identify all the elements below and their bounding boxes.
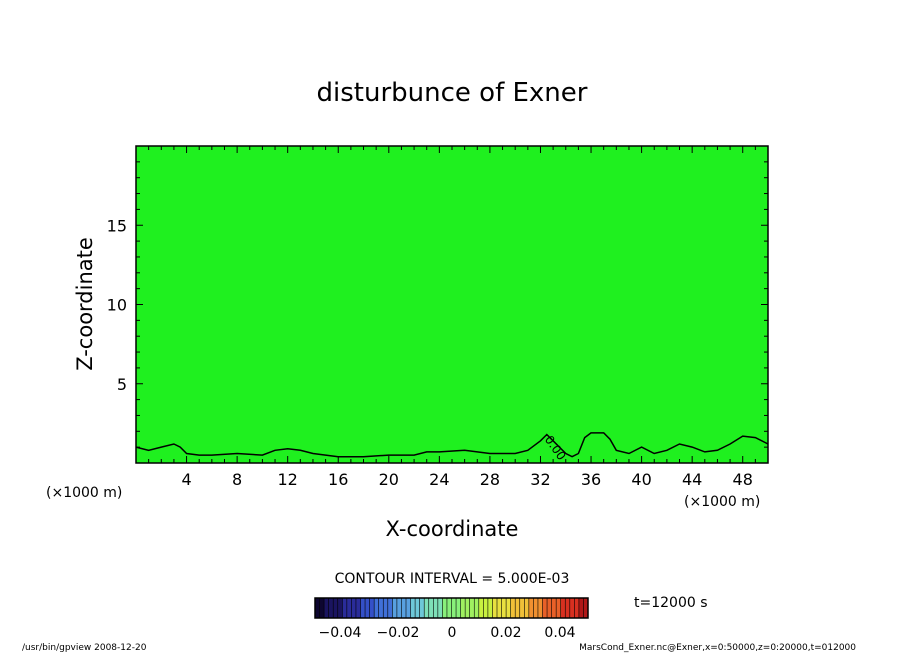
colorbar-segment (456, 598, 461, 618)
colorbar-segment (396, 598, 402, 618)
colorbar-segment (497, 598, 502, 618)
colorbar-segment (446, 598, 452, 618)
colorbar-segment (565, 598, 571, 618)
x-tick-label: 20 (379, 470, 399, 489)
contour-layer (135, 432, 769, 458)
zero-contour-line (135, 432, 769, 458)
colorbar-segment (410, 598, 416, 618)
x-tick-label: 4 (181, 470, 191, 489)
colorbar-segment (487, 598, 493, 618)
footer-left: /usr/bin/gpview 2008-12-20 (22, 643, 147, 653)
x-unit-left: (×1000 m) (46, 485, 122, 501)
colorbar-segment (578, 598, 584, 618)
x-tick-label: 12 (278, 470, 298, 489)
colorbar-segment (369, 598, 375, 618)
colorbar-segment (319, 598, 325, 618)
colorbar-segment (333, 598, 339, 618)
plot-area (136, 146, 768, 463)
colorbar-segment (342, 598, 348, 618)
colorbar-segment (501, 598, 507, 618)
colorbar-segment (328, 598, 334, 618)
x-tick-label: 24 (429, 470, 449, 489)
colorbar-segment (560, 598, 566, 618)
colorbar-segment (506, 598, 511, 618)
y-tick-label: 15 (107, 216, 127, 235)
x-tick-label: 48 (733, 470, 753, 489)
colorbar-segment (542, 598, 548, 618)
x-unit-right: (×1000 m) (684, 494, 760, 510)
colorbar-segment (424, 598, 430, 618)
colorbar-segment (365, 598, 370, 618)
colorbar-segment (551, 598, 557, 618)
x-tick-label: 28 (480, 470, 500, 489)
colorbar-segment (483, 598, 489, 618)
colorbar-tick-label: 0 (448, 625, 457, 641)
x-axis-title: X-coordinate (386, 517, 519, 541)
colorbar-segment (478, 598, 484, 618)
colorbar-segment (547, 598, 552, 618)
x-tick-label: 44 (682, 470, 702, 489)
colorbar-frame (314, 597, 589, 619)
colorbar-segment (524, 598, 530, 618)
colorbar-segment (465, 598, 470, 618)
colorbar-segment (433, 598, 439, 618)
colorbar-tick-label: −0.04 (319, 625, 362, 641)
colorbar-segment (406, 598, 411, 618)
colorbar-segment (451, 598, 457, 618)
y-axis-title: Z-coordinate (73, 237, 97, 371)
colorbar-segment (515, 598, 521, 618)
colorbar-segment (460, 598, 466, 618)
colorbar-segment (492, 598, 498, 618)
colorbar-segment (533, 598, 539, 618)
colorbar-segment (383, 598, 389, 618)
colorbar-segment (583, 598, 589, 618)
colorbar-segment (510, 598, 516, 618)
colorbar-segment (469, 598, 475, 618)
footer-right: MarsCond_Exner.nc@Exner,x=0:50000,z=0:20… (579, 643, 856, 653)
time-text: t=12000 s (634, 595, 708, 611)
colorbar-segment (346, 598, 352, 618)
x-tick-label: 8 (232, 470, 242, 489)
colorbar-segment (528, 598, 534, 618)
colorbar-segment (556, 598, 561, 618)
colorbar-tick-label: −0.02 (377, 625, 420, 641)
colorbar-tick-label: 0.02 (490, 625, 521, 641)
colorbar-segment (355, 598, 361, 618)
colorbar-segment (428, 598, 434, 618)
x-tick-label: 16 (328, 470, 348, 489)
colorbar: −0.04 −0.02 0 0.02 0.04 (314, 597, 589, 641)
x-tick-label: 32 (530, 470, 550, 489)
colorbar-segment (392, 598, 398, 618)
colorbar-segment (519, 598, 525, 618)
colorbar-segment (574, 598, 580, 618)
colorbar-segment (324, 598, 329, 618)
colorbar-segment (401, 598, 407, 618)
colorbar-segment (474, 598, 480, 618)
colorbar-segment (351, 598, 357, 618)
colorbar-segment (378, 598, 384, 618)
colorbar-segment (419, 598, 425, 618)
colorbar-segment (360, 598, 366, 618)
y-tick-label: 5 (117, 375, 127, 394)
colorbar-segment (415, 598, 420, 618)
colorbar-segment (315, 598, 320, 618)
colorbar-segment (337, 598, 343, 618)
colorbar-segment (387, 598, 393, 618)
contour-interval-text: CONTOUR INTERVAL = 5.000E-03 (335, 571, 570, 587)
colorbar-tick-label: 0.04 (544, 625, 575, 641)
x-tick-label: 40 (631, 470, 651, 489)
colorbar-segment (537, 598, 543, 618)
y-tick-label: 10 (107, 296, 127, 315)
colorbar-segment (374, 598, 379, 618)
x-tick-label: 36 (581, 470, 601, 489)
colorbar-segment (442, 598, 448, 618)
colorbar-segment (437, 598, 443, 618)
colorbar-segment (569, 598, 575, 618)
chart-title: disturbunce of Exner (317, 78, 588, 108)
